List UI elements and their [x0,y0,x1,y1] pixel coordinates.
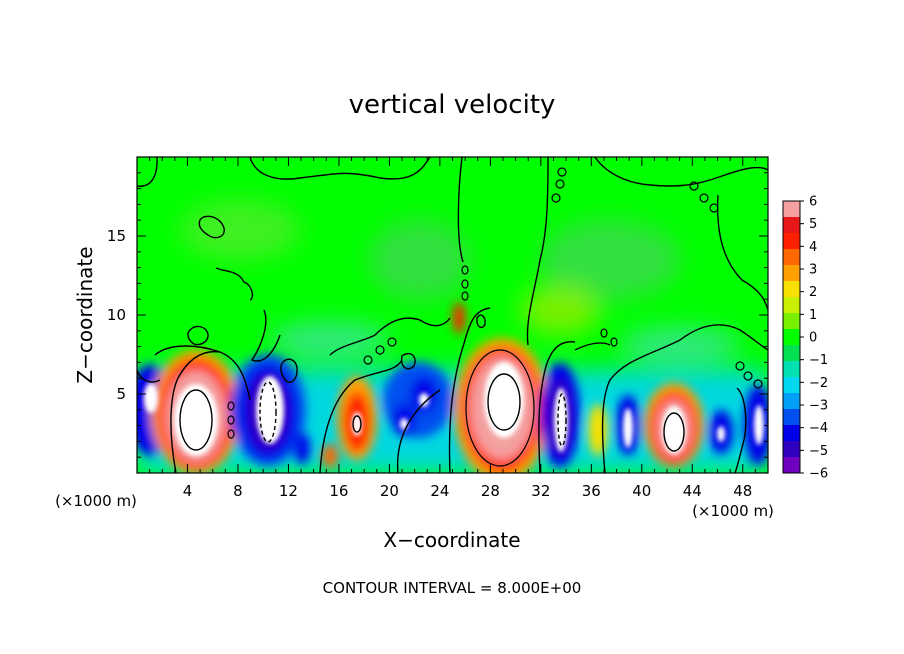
velocity-field [137,157,768,473]
x-unit-left: (×1000 m) [55,492,137,510]
x-tick-label: 32 [531,482,550,500]
colorbar-label: −2 [809,376,828,391]
x-axis-label: X−coordinate [383,528,520,552]
colorbar-swatch [783,393,800,410]
y-axis-ticks: 5 10 15 [107,172,768,458]
colorbar-swatch [783,201,800,218]
x-tick-label: 24 [430,482,449,500]
colorbar-swatch [783,297,800,314]
colorbar-label: −4 [809,421,828,436]
colorbar-swatch [783,217,800,234]
colorbar-swatch [783,425,800,442]
x-tick-label: 12 [279,482,298,500]
colorbar-swatch [783,313,800,330]
colorbar-swatch [783,265,800,282]
y-tick-label: 5 [116,385,126,403]
colorbar-swatch [783,249,800,266]
chart-title: vertical velocity [349,90,556,120]
x-tick-label: 8 [233,482,243,500]
colorbar-label: −1 [809,353,828,368]
colorbar-swatch [783,457,800,474]
cell-x13 [294,432,310,464]
x-tick-label: 20 [380,482,399,500]
cell-x25 [453,302,465,334]
x-tick-label: 36 [582,482,601,500]
colorbar-swatch [783,377,800,394]
cell-x15 [322,444,338,468]
colorbar: 6 5 4 3 2 1 0 −1 −2 −3 −4 −5 −6 [782,195,828,482]
y-axis-label: Z−coordinate [73,246,97,383]
colorbar-label: 0 [809,331,817,346]
cell-x36 [588,404,608,456]
x-tick-label: 40 [632,482,651,500]
colorbar-label: −6 [809,467,828,482]
x-axis-ticks: 4 8 12 16 20 24 28 32 36 40 44 48 [149,157,756,500]
colorbar-label: −5 [809,444,828,459]
x-tick-label: 28 [481,482,500,500]
colorbar-label: 4 [809,240,817,255]
y-tick-label: 10 [107,306,126,324]
contour-interval-text: CONTOUR INTERVAL = 8.000E+00 [323,579,582,597]
y-tick-label: 15 [107,227,126,245]
colorbar-swatch [783,441,800,458]
x-tick-label: 4 [183,482,193,500]
colorbar-swatch [783,281,800,298]
colorbar-swatch [783,345,800,362]
colorbar-label: −3 [809,399,828,414]
colorbar-swatch [783,361,800,378]
colorbar-label: 6 [809,195,817,210]
colorbar-swatch [783,329,800,346]
colorbar-label: 1 [809,308,817,323]
x-tick-label: 44 [683,482,702,500]
colorbar-label: 5 [809,217,817,232]
colorbar-swatch [783,409,800,426]
x-tick-label: 16 [329,482,348,500]
x-unit-right: (×1000 m) [692,502,774,520]
x-tick-label: 48 [733,482,752,500]
colorbar-label: 2 [809,285,817,300]
contour-lines [137,157,768,473]
colorbar-swatch [783,233,800,250]
colorbar-label: 3 [809,263,817,278]
